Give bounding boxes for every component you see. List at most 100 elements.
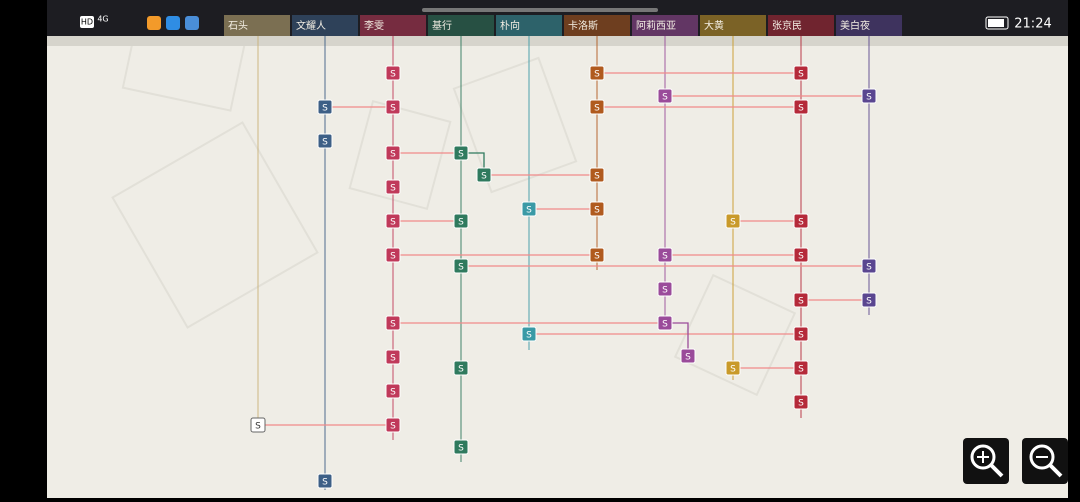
story-node[interactable] [861,292,877,308]
node-label: S [390,252,396,262]
clock: 21:24 [1014,17,1051,32]
node-label: S [798,70,804,80]
story-node[interactable] [521,326,537,342]
node-label: S [322,138,328,148]
link-line [665,322,689,356]
story-node[interactable] [385,247,401,263]
story-node[interactable] [725,360,741,376]
story-node[interactable] [793,326,809,342]
node-label: S [594,104,600,114]
story-node[interactable] [589,99,605,115]
zoom-in[interactable] [963,438,1009,484]
node-label: S [390,104,396,114]
story-node[interactable] [385,315,401,331]
story-node[interactable] [589,167,605,183]
app-icon [185,16,199,30]
node-label: S [866,263,872,273]
story-node[interactable] [317,133,333,149]
character-tab[interactable] [496,15,562,36]
character-tab[interactable] [360,15,426,36]
character-name: 李雯 [364,19,384,32]
character-name: 美白夜 [840,19,870,32]
story-node[interactable] [385,99,401,115]
character-tab[interactable] [564,15,630,36]
node-label: S [798,297,804,307]
story-node[interactable] [453,213,469,229]
story-node[interactable] [793,99,809,115]
story-node[interactable] [589,247,605,263]
battery [985,16,1009,30]
background-decor [111,8,797,397]
story-node[interactable] [317,473,333,489]
character-name: 阿莉西亚 [636,20,676,32]
story-node[interactable] [793,394,809,410]
character-tab[interactable] [292,15,358,36]
story-node[interactable] [793,292,809,308]
character-tab[interactable] [768,15,834,36]
character-tab[interactable] [224,15,290,36]
node-label: S [798,365,804,375]
node-label: S [390,218,396,228]
node-label: S [458,150,464,160]
story-node[interactable] [453,145,469,161]
story-node[interactable] [453,439,469,455]
story-node[interactable] [453,258,469,274]
map-background [47,0,1068,498]
story-node[interactable] [385,179,401,195]
story-node[interactable] [521,201,537,217]
character-tab[interactable] [428,15,494,36]
character-tab[interactable] [632,15,698,36]
story-node[interactable] [589,201,605,217]
hd-text: HD [81,18,93,27]
story-node[interactable] [861,88,877,104]
node-label: S [390,354,396,364]
story-node[interactable] [793,360,809,376]
story-node[interactable] [317,99,333,115]
node-label: S [662,286,668,296]
character-name: 张京民 [772,19,802,32]
node-label: S [866,297,872,307]
story-node[interactable] [476,167,492,183]
story-node[interactable] [861,258,877,274]
app-icon [166,16,180,30]
character-tab[interactable] [700,15,766,36]
story-node[interactable] [385,145,401,161]
node-label: S [798,399,804,409]
character-name: 朴向 [500,19,520,32]
node-label: S [458,365,464,375]
node-label: S [458,218,464,228]
story-node[interactable] [793,65,809,81]
story-node[interactable] [725,213,741,229]
node-label: S [730,218,736,228]
story-node[interactable] [385,417,401,433]
node-label: S [255,422,261,432]
story-node[interactable] [793,213,809,229]
node-label: S [390,70,396,80]
story-node[interactable] [657,88,673,104]
node-label: S [594,172,600,182]
story-node[interactable] [385,65,401,81]
character-name: 卡洛斯 [568,19,598,32]
node-label: S [866,93,872,103]
story-node[interactable] [589,65,605,81]
story-node[interactable] [385,213,401,229]
zoom-out[interactable] [1022,438,1068,484]
character-tab[interactable] [836,15,902,36]
node-label: S [798,218,804,228]
story-node[interactable] [453,360,469,376]
story-node[interactable] [385,383,401,399]
story-node[interactable] [680,348,696,364]
story-node[interactable] [657,315,673,331]
node-label: S [730,365,736,375]
story-node[interactable] [793,247,809,263]
node-label: S [526,206,532,216]
hd-badge [80,16,94,28]
story-node[interactable] [657,247,673,263]
node-label: S [662,93,668,103]
story-node[interactable] [657,281,673,297]
node-label: S [390,422,396,432]
story-node[interactable] [385,349,401,365]
node-label: S [458,263,464,273]
story-node[interactable] [250,417,266,433]
